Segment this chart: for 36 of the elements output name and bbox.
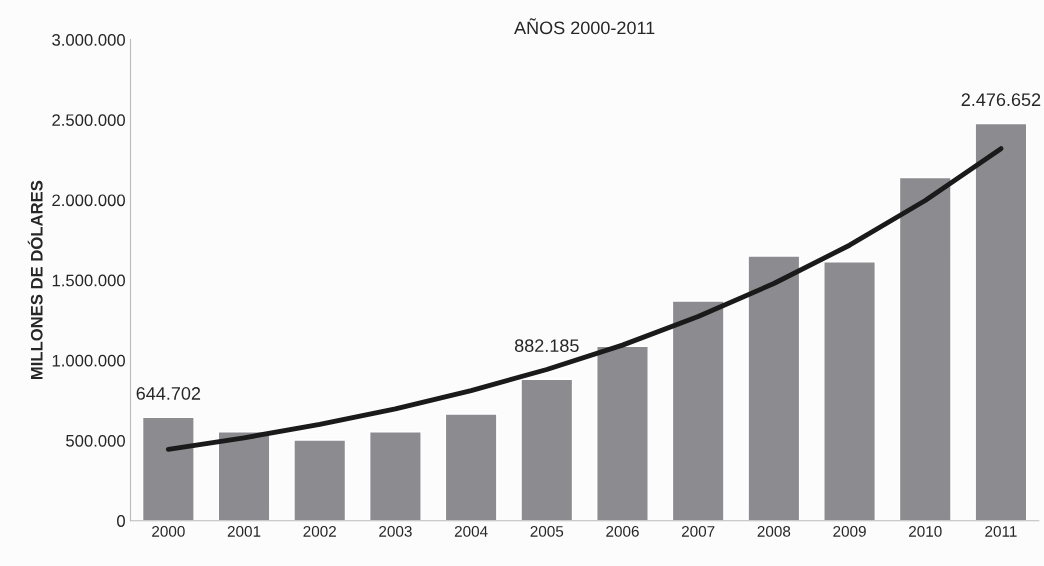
bar xyxy=(747,255,801,521)
y-tick-label: 1.500.000 xyxy=(52,274,125,287)
y-axis-title: MILLONES DE DÓLARES xyxy=(27,180,43,380)
bar xyxy=(671,300,725,521)
bar xyxy=(974,122,1028,521)
x-tick-label: 2009 xyxy=(833,525,866,537)
bar xyxy=(898,176,952,521)
x-tick-label: 2007 xyxy=(681,525,715,537)
x-tick-label: 2002 xyxy=(303,525,336,537)
x-tick-label: 2011 xyxy=(985,525,1017,537)
bar xyxy=(444,413,498,521)
x-tick-label: 2000 xyxy=(152,525,185,537)
x-tick-label: 2006 xyxy=(606,525,639,537)
bar xyxy=(141,416,195,521)
y-tick-label: 3.000.000 xyxy=(52,34,125,46)
x-tick-label: 2005 xyxy=(530,525,564,537)
x-tick-label: 2003 xyxy=(379,525,412,537)
data-label: 2.476.652 xyxy=(961,93,1041,107)
x-tick-label: 2004 xyxy=(454,525,488,537)
x-tick-label: 2008 xyxy=(757,525,791,537)
bar xyxy=(293,439,347,521)
bar xyxy=(217,431,271,521)
bar xyxy=(823,261,876,521)
data-label: 882.185 xyxy=(514,339,579,353)
bar xyxy=(596,345,649,521)
y-tick-label: 2.500.000 xyxy=(52,114,125,127)
data-label: 644.702 xyxy=(136,387,201,400)
x-tick-label: 2010 xyxy=(909,525,942,537)
y-tick-label: 0 xyxy=(117,515,125,527)
bar xyxy=(520,378,574,521)
x-tick-label: 2001 xyxy=(227,525,261,537)
bar xyxy=(368,431,422,521)
y-tick-label: 500.000 xyxy=(66,434,125,447)
y-tick-label: 1.000.000 xyxy=(52,354,125,367)
y-tick-label: 2.000.000 xyxy=(52,194,125,207)
chart-title: AÑOS 2000-2011 xyxy=(514,18,655,35)
